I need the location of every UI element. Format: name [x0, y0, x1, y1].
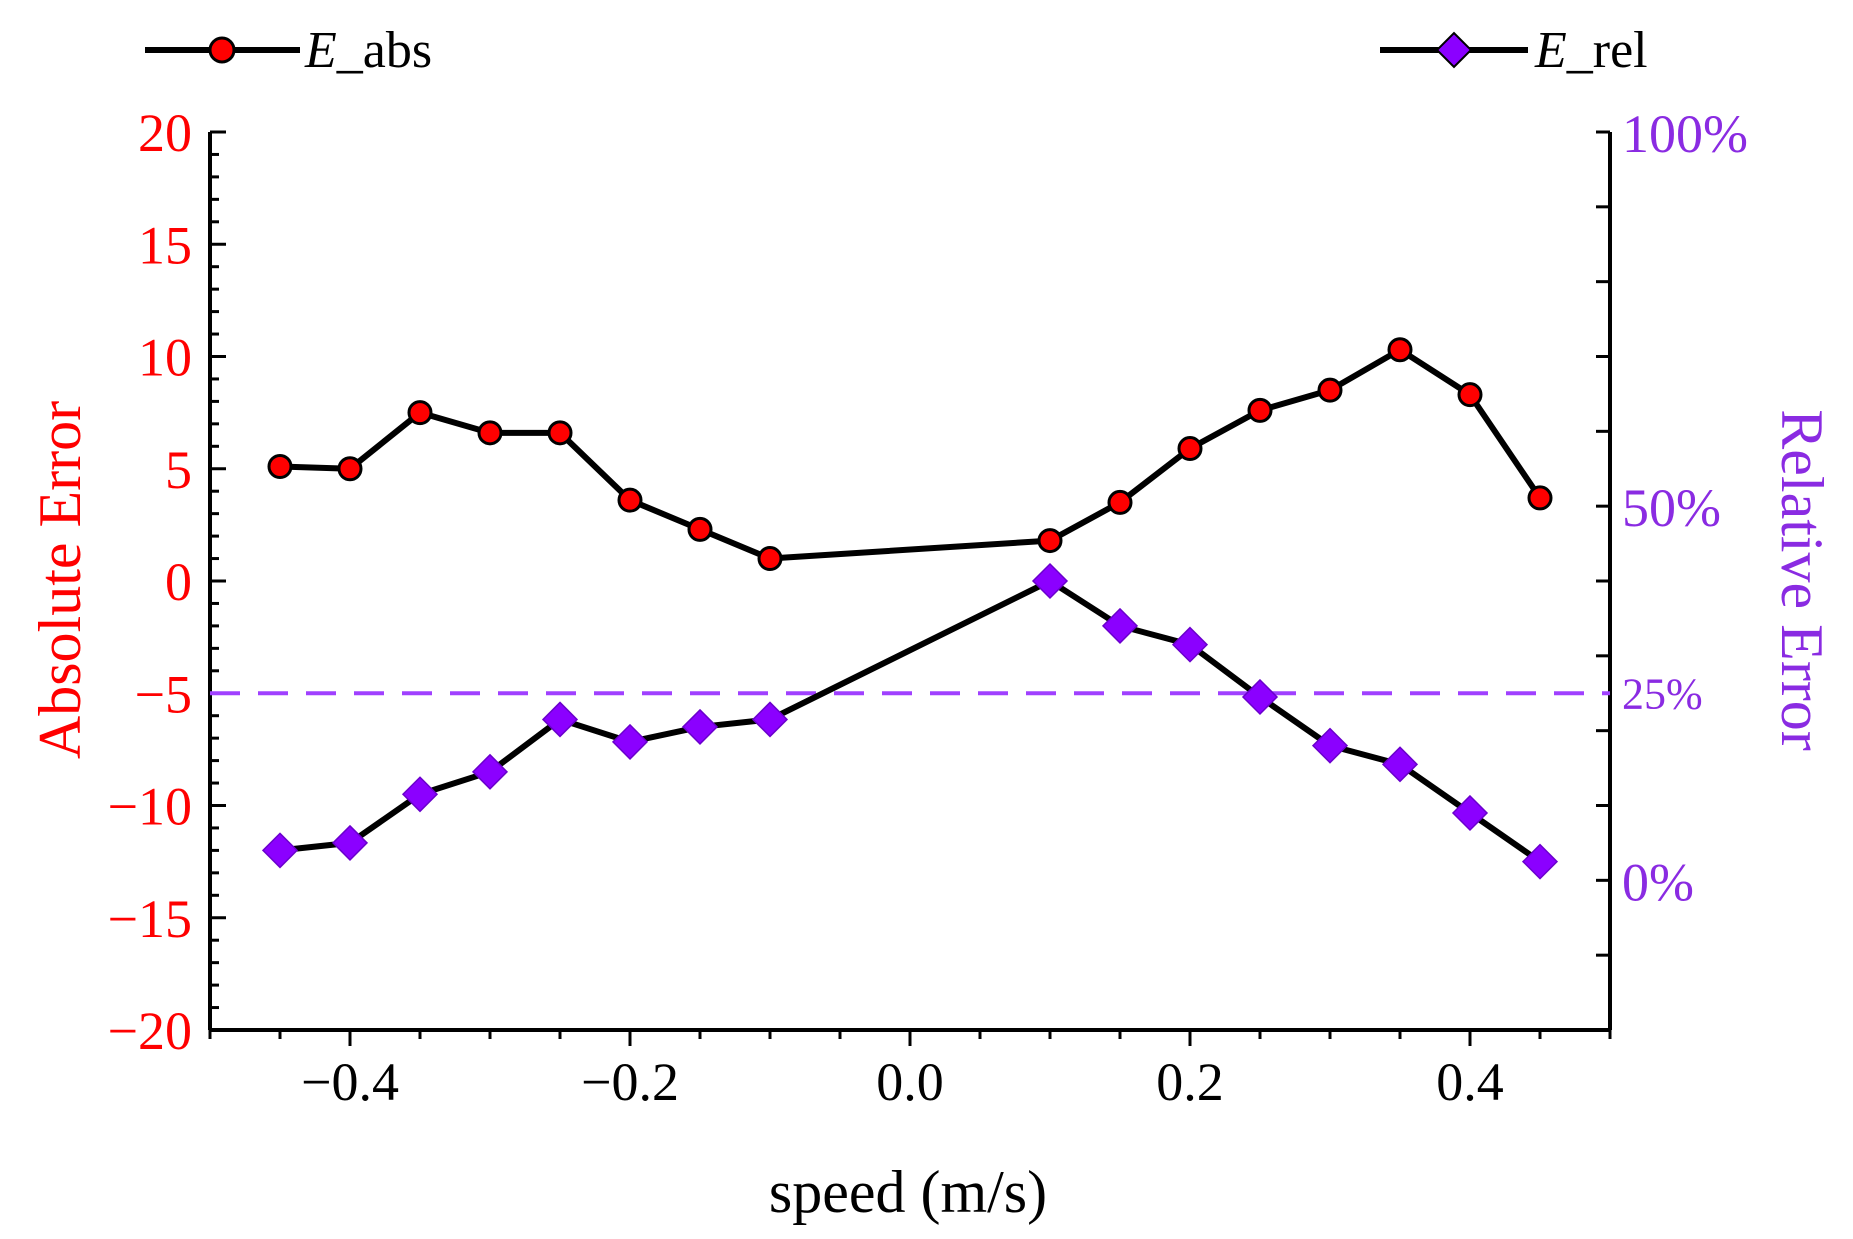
abs-point [757, 546, 783, 572]
abs-point [477, 420, 503, 446]
abs-point [337, 456, 363, 482]
plot-frame [208, 132, 1612, 1032]
legend-rel-label: E_rel [1534, 22, 1648, 79]
legend-entry-abs: E_abs [145, 22, 432, 79]
rel-point [261, 832, 299, 869]
abs-point [687, 516, 713, 542]
y-left-tick-label: −5 [135, 664, 192, 724]
abs-point [1177, 436, 1203, 462]
y-left-tick-label: 20 [138, 103, 192, 163]
rel-point [1031, 562, 1069, 600]
abs-point [617, 487, 643, 513]
legend: E_abs E_rel [145, 22, 1648, 79]
rel-point [611, 723, 649, 760]
x-tick-label: −0.2 [581, 1052, 679, 1112]
y-right-tick-label: 100% [1622, 104, 1748, 164]
y-left-tick-label: 15 [138, 215, 192, 275]
abs-point [1317, 377, 1343, 403]
y-right-tick-label: 50% [1622, 478, 1721, 538]
abs-point [1107, 489, 1133, 515]
rel-point [1521, 843, 1559, 880]
legend-rel-marker [1435, 31, 1473, 69]
abs-point [1037, 528, 1063, 554]
y-left-tick-label: −15 [108, 889, 192, 949]
axis-ticks [208, 130, 1612, 1046]
rel-point [471, 753, 509, 790]
rel-point [1241, 678, 1279, 716]
rel-point [751, 701, 789, 738]
y-left-tick-label: 5 [165, 440, 192, 500]
x-tick-label: 0.2 [1156, 1052, 1224, 1112]
rel-point [541, 701, 579, 738]
rel-point [1171, 626, 1209, 663]
y-left-tick-label: −10 [108, 777, 192, 837]
y-left-tick-label: 0 [165, 552, 192, 612]
rel-point [1451, 794, 1489, 832]
series-group [261, 337, 1559, 880]
abs-point [1387, 337, 1413, 363]
y-axis-right-label: Relative Error [1769, 409, 1835, 751]
rel-point [401, 776, 439, 813]
abs-point [547, 420, 573, 446]
y-left-tick-label: −20 [108, 1001, 192, 1061]
x-tick-label: 0.0 [876, 1052, 944, 1112]
y-right-tick-label: 25% [1622, 669, 1703, 718]
x-tick-label: −0.4 [301, 1052, 399, 1112]
series-line-e-abs [279, 346, 1543, 562]
abs-point [1527, 485, 1553, 511]
legend-abs-marker [208, 36, 236, 64]
legend-abs-label: E_abs [304, 22, 432, 79]
abs-point [267, 454, 293, 480]
rel-point [331, 824, 369, 861]
y-right-tick-label: 0% [1622, 852, 1694, 912]
x-axis-label: speed (m/s) [769, 1159, 1047, 1225]
rel-point [1381, 746, 1419, 783]
y-axis-left-label: Absolute Error [27, 401, 93, 759]
legend-entry-rel: E_rel [1380, 22, 1648, 79]
abs-point [407, 400, 433, 426]
series-line-e-rel [279, 578, 1542, 865]
rel-point [1311, 727, 1349, 764]
rel-point [1101, 607, 1139, 644]
y-left-tick-label: 10 [138, 328, 192, 388]
x-tick-label: 0.4 [1436, 1052, 1504, 1112]
rel-point [681, 708, 719, 745]
abs-point [1247, 397, 1273, 423]
abs-point [1457, 382, 1483, 408]
tick-labels: 20 15 10 5 0 −5 −10 −15 −20 100% 50% 25% 0% −0.4 −0.2 0… [108, 103, 1748, 1112]
